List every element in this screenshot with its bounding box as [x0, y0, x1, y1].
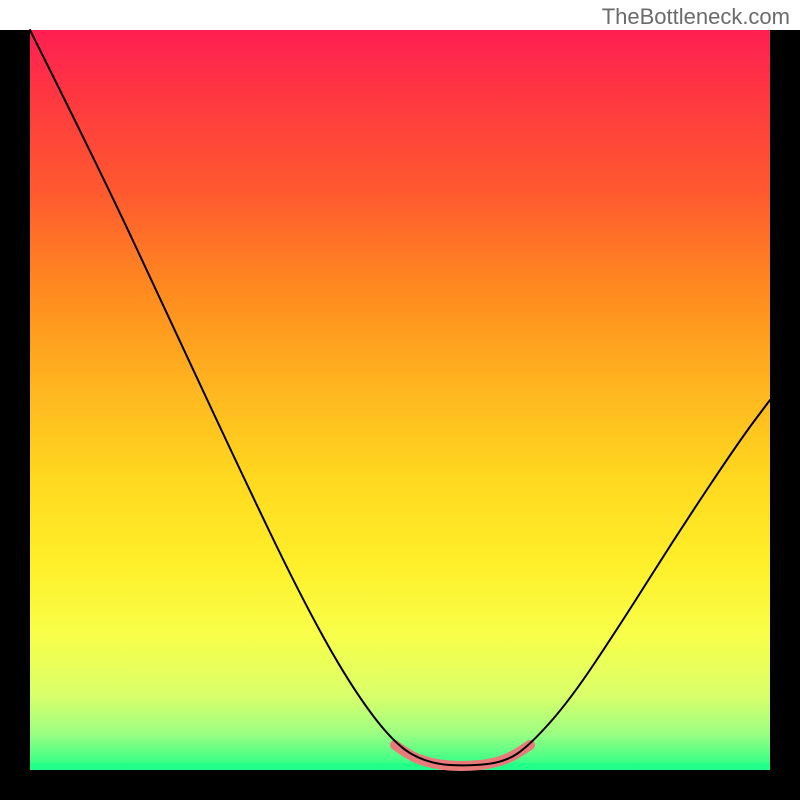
bottom-green-band	[30, 763, 770, 770]
frame-right-bar	[770, 30, 800, 800]
chart-stage: TheBottleneck.com	[0, 0, 800, 800]
watermark-text: TheBottleneck.com	[602, 4, 790, 30]
frame-left-bar	[0, 30, 30, 800]
frame-bottom-bar	[0, 770, 800, 800]
bottleneck-chart	[0, 0, 800, 800]
plot-gradient-area	[30, 30, 770, 770]
